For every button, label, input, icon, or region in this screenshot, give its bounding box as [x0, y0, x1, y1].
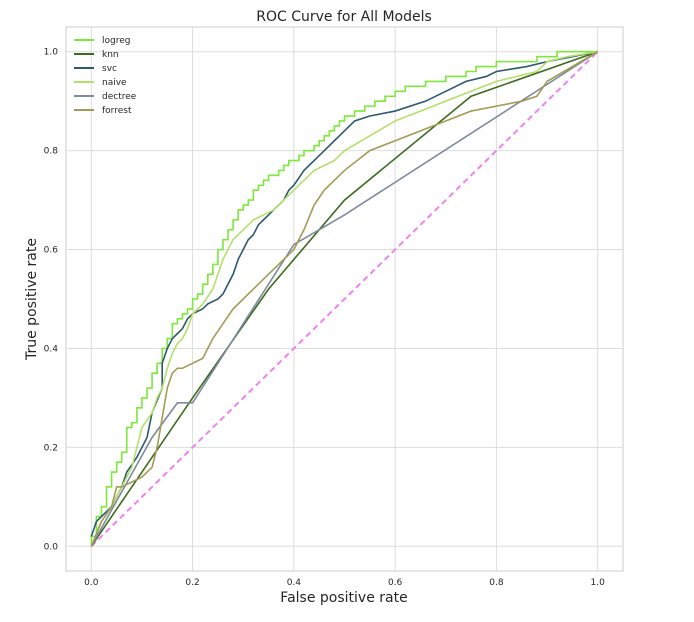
legend-label-forrest: forrest: [102, 106, 132, 116]
y-axis-label: True positive rate: [24, 238, 40, 361]
x-tick-label: 0.6: [388, 578, 403, 588]
legend-label-knn: knn: [102, 50, 119, 60]
series-line-svc: [90, 50, 598, 537]
legend-label-naive: naive: [102, 78, 127, 88]
y-tick-label: 0.6: [44, 246, 59, 256]
x-tick-label: 0.0: [84, 578, 99, 588]
legend-label-dectree: dectree: [102, 92, 137, 102]
y-tick-label: 1.0: [44, 48, 59, 58]
legend-label-svc: svc: [102, 64, 117, 74]
y-tick-label: 0.8: [44, 147, 59, 157]
x-axis-label: False positive rate: [280, 590, 407, 606]
grid: [66, 27, 623, 571]
x-tick-label: 0.2: [185, 578, 199, 588]
y-tick-label: 0.2: [44, 443, 58, 453]
series-line-knn: [90, 50, 598, 547]
x-tick-label: 0.4: [287, 578, 302, 588]
series-layer: [90, 50, 599, 547]
chance-reference-line: [90, 51, 599, 547]
legend: logreg knn svc naive dectree forrest: [74, 36, 137, 116]
chart-title: ROC Curve for All Models: [256, 9, 432, 25]
series-line-forrest: [90, 51, 599, 547]
x-tick-label: 0.8: [489, 578, 504, 588]
y-tick-label: 0.4: [44, 344, 59, 354]
reference-line-layer: [90, 51, 599, 547]
series-line-logreg: [90, 50, 598, 547]
legend-label-logreg: logreg: [102, 36, 130, 46]
series-line-dectree: [90, 51, 599, 547]
y-tick-label: 0.0: [44, 542, 59, 552]
x-tick-label: 1.0: [591, 578, 606, 588]
series-line-naive: [90, 50, 598, 547]
tick-labels: 0.0 0.2 0.4 0.6 0.8 1.0 0.0 0.2 0.4 0.6 0.8 1.0: [44, 48, 605, 588]
